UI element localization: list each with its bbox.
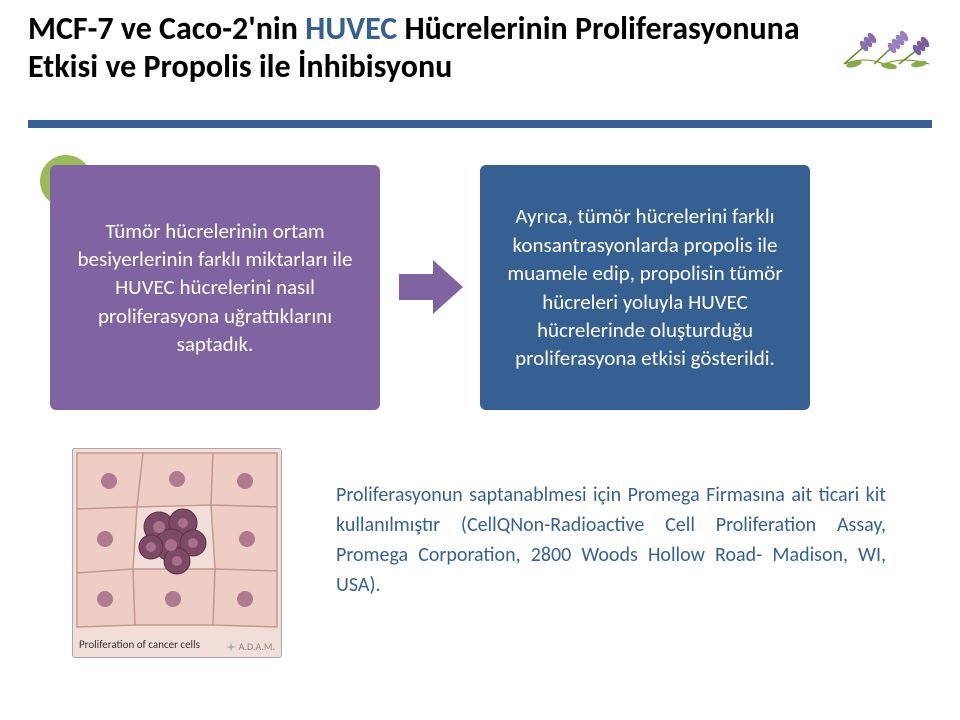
lavender-decor-icon [834, 20, 944, 74]
method-paragraph: Proliferasyonun saptanablmesi için Prome… [336, 480, 886, 600]
slide-title: MCF-7 ve Caco-2'nin HUVEC Hücrelerinin P… [28, 10, 808, 87]
adam-credit: A.D.A.M. [226, 640, 275, 653]
cell-proliferation-image: Proliferation of cancer cells A.D.A.M. [72, 448, 282, 658]
info-box-right: Ayrıca, tümör hücrelerini farklı konsant… [480, 165, 810, 410]
title-part1: MCF-7 ve Caco-2'nin [28, 9, 298, 48]
info-box-right-text: Ayrıca, tümör hücrelerini farklı konsant… [503, 202, 787, 372]
cell-image-caption: Proliferation of cancer cells [79, 638, 200, 651]
info-box-left: Tümör hücrelerinin ortam besiyerlerinin … [50, 165, 380, 410]
title-underline [28, 120, 932, 128]
title-accent: HUVEC [298, 9, 405, 48]
adam-label: A.D.A.M. [239, 640, 275, 653]
cell-illustration-icon [73, 449, 281, 657]
info-box-left-text: Tümör hücrelerinin ortam besiyerlerinin … [73, 217, 357, 359]
slide: MCF-7 ve Caco-2'nin HUVEC Hücrelerinin P… [0, 0, 960, 720]
arrow-right-icon [399, 260, 463, 314]
adam-star-icon [226, 642, 236, 652]
